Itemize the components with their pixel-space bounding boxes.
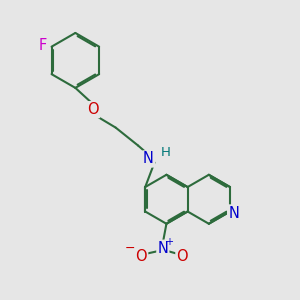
Text: O: O xyxy=(176,249,188,264)
Text: −: − xyxy=(125,242,135,255)
Text: N: N xyxy=(143,152,154,166)
Text: H: H xyxy=(160,146,170,160)
Text: F: F xyxy=(39,38,47,53)
Text: +: + xyxy=(165,237,173,247)
Text: N: N xyxy=(158,241,168,256)
Text: O: O xyxy=(88,102,99,117)
Text: N: N xyxy=(228,206,239,220)
Text: O: O xyxy=(136,249,147,264)
